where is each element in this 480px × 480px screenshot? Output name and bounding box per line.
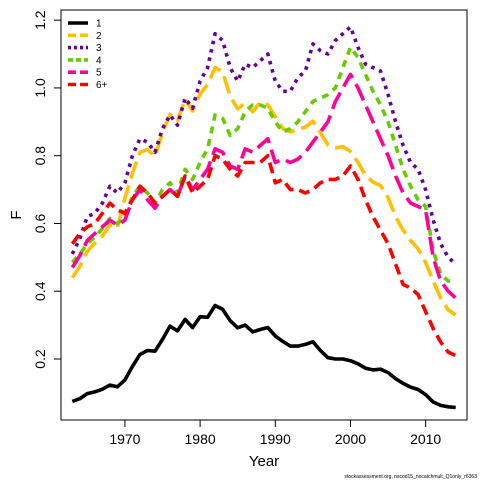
series-line-2 — [70, 65, 457, 317]
series-line-5 — [70, 72, 457, 300]
legend-label: 1 — [96, 19, 102, 30]
plot-frame — [60, 9, 468, 421]
series-line-1 — [71, 303, 456, 410]
legend-label: 5 — [96, 68, 102, 79]
footnote: stockassessment.org, nscod15_nocatchmult… — [344, 474, 477, 480]
y-tick-label: 0.4 — [32, 281, 48, 301]
series-line-4 — [70, 45, 456, 283]
legend-label: 3 — [96, 43, 102, 54]
x-axis: 1970 1980 1990 2000 2010 — [109, 420, 441, 447]
y-tick-label: 0.6 — [32, 214, 48, 234]
legend-label: 6+ — [96, 80, 108, 91]
legend-label: 4 — [96, 55, 102, 66]
x-tick-label: 2000 — [335, 431, 366, 447]
y-tick-label: 0.2 — [32, 349, 48, 369]
y-axis-label: F — [8, 210, 25, 219]
legend-label: 2 — [96, 31, 102, 42]
x-tick-label: 2010 — [410, 431, 441, 447]
y-axis: 0.2 0.4 0.6 0.8 1.0 1.2 — [32, 10, 61, 369]
x-tick-label: 1970 — [109, 431, 140, 447]
y-tick-label: 1.2 — [32, 10, 48, 30]
x-axis-label: Year — [249, 453, 279, 470]
x-tick-label: 1990 — [260, 431, 291, 447]
series-layer — [70, 25, 457, 410]
x-tick-label: 1980 — [185, 431, 216, 447]
series-line-6plus — [70, 153, 457, 358]
y-tick-label: 1.0 — [32, 78, 48, 98]
y-tick-label: 0.8 — [32, 146, 48, 166]
